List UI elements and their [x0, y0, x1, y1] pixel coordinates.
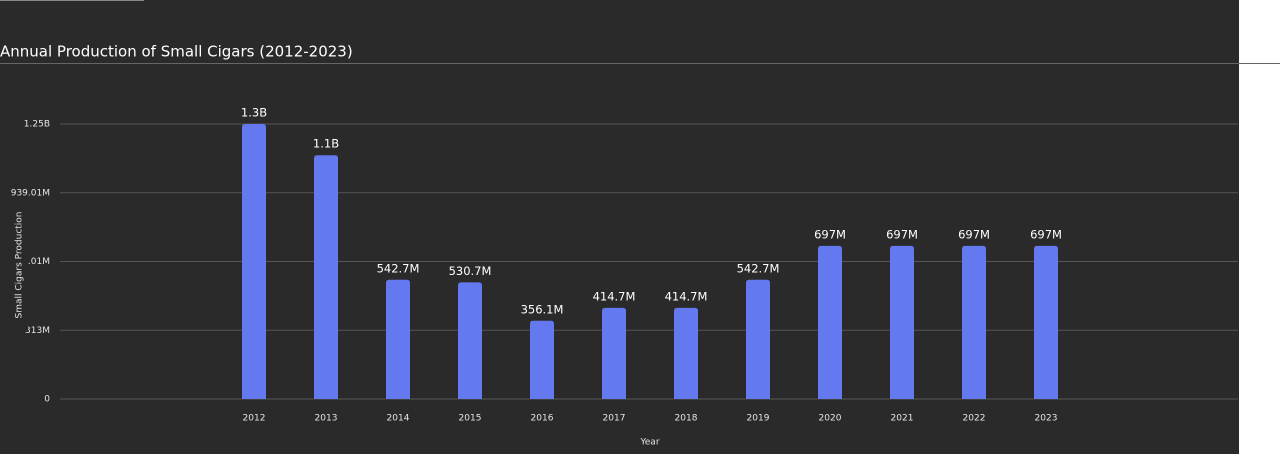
- x-tick-label: 2018: [675, 414, 698, 424]
- data-label: 697M: [886, 227, 918, 241]
- x-tick-label: 2023: [1035, 414, 1058, 424]
- data-label: 530.7M: [449, 264, 492, 278]
- x-tick-label: 2013: [315, 414, 338, 424]
- bar: [890, 245, 914, 399]
- bar: [314, 155, 338, 399]
- bar: [746, 279, 770, 399]
- x-tick-label: 2015: [459, 414, 482, 424]
- x-tick-label: 2012: [243, 414, 266, 424]
- bar: [1034, 245, 1058, 399]
- x-tick-label: 2019: [747, 414, 770, 424]
- bar: [242, 124, 266, 399]
- data-label: 697M: [1030, 227, 1062, 241]
- data-label: 1.1B: [313, 137, 339, 151]
- bar: [962, 245, 986, 399]
- plot: 0 313M 626.01M 939.01M 1.25B 2012 1.3B 2013 1.1B…: [11, 106, 1238, 424]
- bar: [386, 279, 410, 399]
- y-tick-label: 939.01M: [11, 188, 50, 198]
- y-tick-label: 626.01M: [11, 257, 50, 267]
- x-tick-label: 2014: [387, 414, 410, 424]
- bar: [818, 245, 842, 399]
- data-label: 697M: [814, 227, 846, 241]
- data-label: 542.7M: [737, 261, 780, 275]
- x-tick-label: 2022: [963, 414, 986, 424]
- bar: [458, 282, 482, 399]
- y-axis-title: Small Cigars Production: [15, 211, 25, 318]
- y-tick-label: 1.25B: [24, 120, 50, 130]
- data-label: 542.7M: [377, 261, 420, 275]
- chart-title: Annual Production of Small Cigars (2012-…: [0, 43, 353, 61]
- data-label: 1.3B: [241, 106, 267, 120]
- bar: [530, 320, 554, 399]
- data-label: 414.7M: [665, 289, 708, 303]
- x-tick-label: 2017: [603, 414, 626, 424]
- x-tick-label: 2016: [531, 414, 554, 424]
- x-tick-label: 2020: [819, 414, 842, 424]
- bar: [602, 307, 626, 399]
- data-label: 697M: [958, 227, 990, 241]
- data-label: 414.7M: [593, 289, 636, 303]
- y-tick-label: 313M: [25, 326, 50, 336]
- bar: [674, 307, 698, 399]
- data-label: 356.1M: [521, 302, 564, 316]
- y-tick-label: 0: [44, 395, 50, 405]
- x-axis-title: Year: [639, 438, 659, 448]
- y-title-backdrop: [8, 200, 28, 330]
- x-tick-label: 2021: [891, 414, 914, 424]
